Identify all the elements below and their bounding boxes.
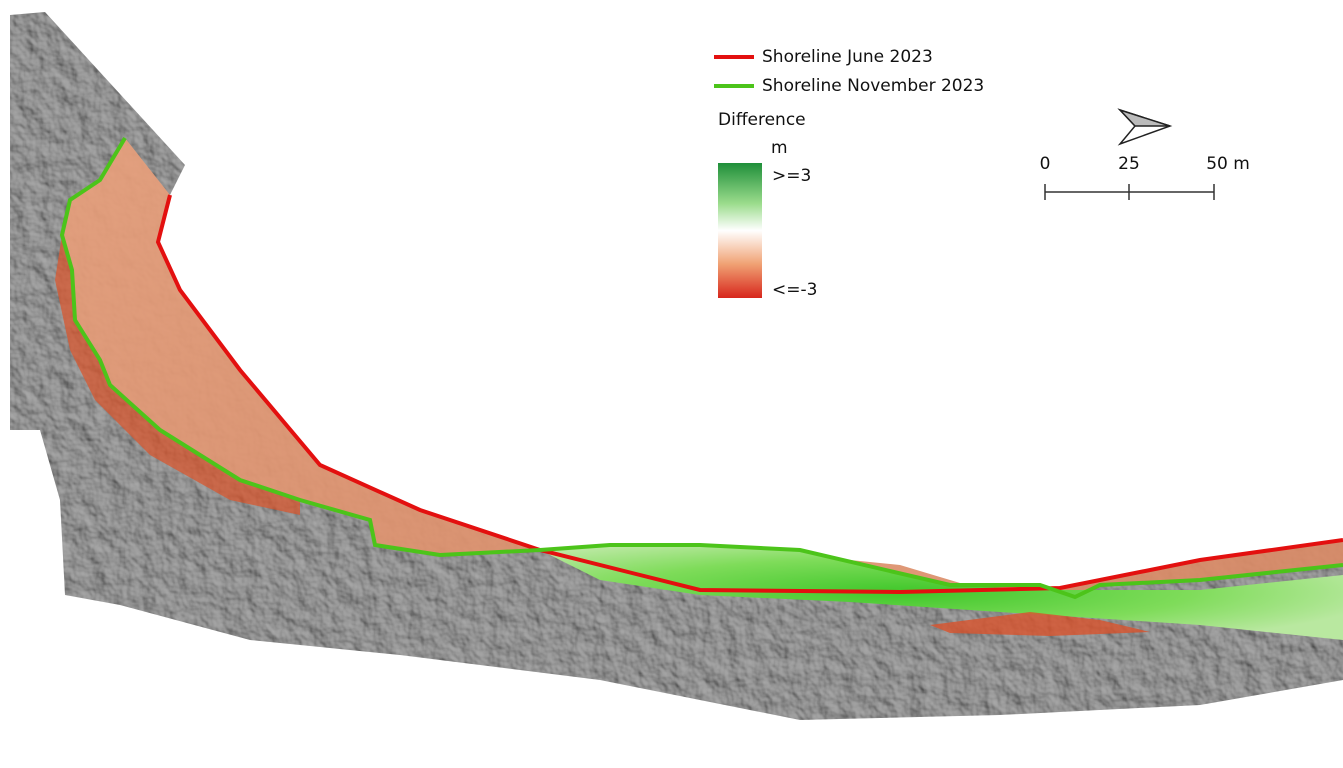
colorbar xyxy=(718,163,762,298)
scale-label: 0 xyxy=(1040,154,1051,174)
scale-bar xyxy=(1044,184,1215,200)
colorbar-unit: m xyxy=(771,138,788,158)
legend-label: Shoreline June 2023 xyxy=(762,47,933,67)
hillshade xyxy=(10,12,1343,720)
colorbar-min: <=-3 xyxy=(772,280,817,300)
scale-label: 25 xyxy=(1118,154,1140,174)
scale-label: 50 m xyxy=(1206,154,1250,174)
arrow-shade xyxy=(1117,108,1171,127)
terrain xyxy=(10,12,1343,720)
shoreline-november xyxy=(59,136,1343,600)
legend-label: Shoreline November 2023 xyxy=(762,76,984,96)
shoreline-june xyxy=(155,194,1343,595)
scarp xyxy=(930,612,1150,636)
north-arrow xyxy=(1117,108,1173,146)
colorbar-max: >=3 xyxy=(772,166,811,186)
colorbar-title: Difference xyxy=(718,110,806,130)
legend: Shoreline June 2023 Shoreline November 2… xyxy=(714,47,984,300)
